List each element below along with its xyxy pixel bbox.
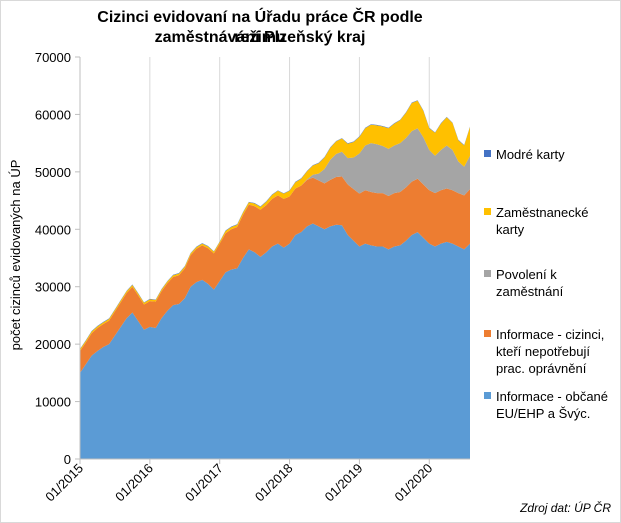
legend-swatch-0 — [484, 150, 491, 157]
legend-swatch-2 — [484, 270, 491, 277]
legend-label-1: Zaměstnanecké karty — [496, 205, 589, 237]
legend-swatch-4 — [484, 392, 491, 399]
y-tick-label-3: 30000 — [35, 280, 71, 295]
area-series-1 — [80, 176, 470, 373]
chart-title-line1: Cizinci evidovaní na Úřadu práce ČR podl… — [97, 9, 423, 46]
y-tick-label-5: 50000 — [35, 165, 71, 180]
y-tick-labels: 0 10000 20000 30000 40000 50000 60000 70000 — [35, 50, 80, 467]
x-tick-label-0: 01/2015 — [42, 461, 86, 505]
y-tick-label-2: 20000 — [35, 337, 71, 352]
y-tick-label-0: 0 — [64, 452, 71, 467]
y-tick-label-7: 70000 — [35, 50, 71, 65]
y-tick-label-6: 60000 — [35, 107, 71, 122]
y-tick-label-4: 40000 — [35, 222, 71, 237]
legend-swatch-3 — [484, 330, 491, 337]
area-series-2 — [80, 128, 470, 352]
legend-swatch-1 — [484, 208, 491, 215]
y-axis-label: počet cizinců evidovaných na ÚP — [8, 160, 23, 351]
x-tick-label-1: 01/2016 — [112, 461, 156, 505]
area-series — [80, 100, 470, 459]
axes — [79, 57, 470, 460]
x-tick-label-4: 01/2019 — [322, 461, 366, 505]
x-tick-label-3: 01/2018 — [252, 461, 296, 505]
legend-label-4: Informace - občané EU/EHP a Švýc. — [496, 389, 609, 421]
source-note: Zdroj dat: ÚP ČR — [520, 501, 611, 515]
area-series-0 — [80, 223, 470, 459]
x-tick-labels: 01/2015 01/2016 01/2017 01/2018 01/2019 01/20… — [42, 459, 435, 504]
y-tick-label-1: 10000 — [35, 395, 71, 410]
legend-label-3: Informace - cizinci, kteří nepotřebují pra… — [496, 327, 605, 376]
x-tick-label-2: 01/2017 — [182, 461, 226, 505]
x-tick-label-5: 01/2020 — [392, 461, 436, 505]
chart-title-line2: zaměstnávání Plzeňský kraj — [154, 29, 366, 46]
legend-label-0: Modré karty — [496, 147, 565, 162]
legend-label-2: Povolení k zaměstnání — [496, 267, 564, 299]
